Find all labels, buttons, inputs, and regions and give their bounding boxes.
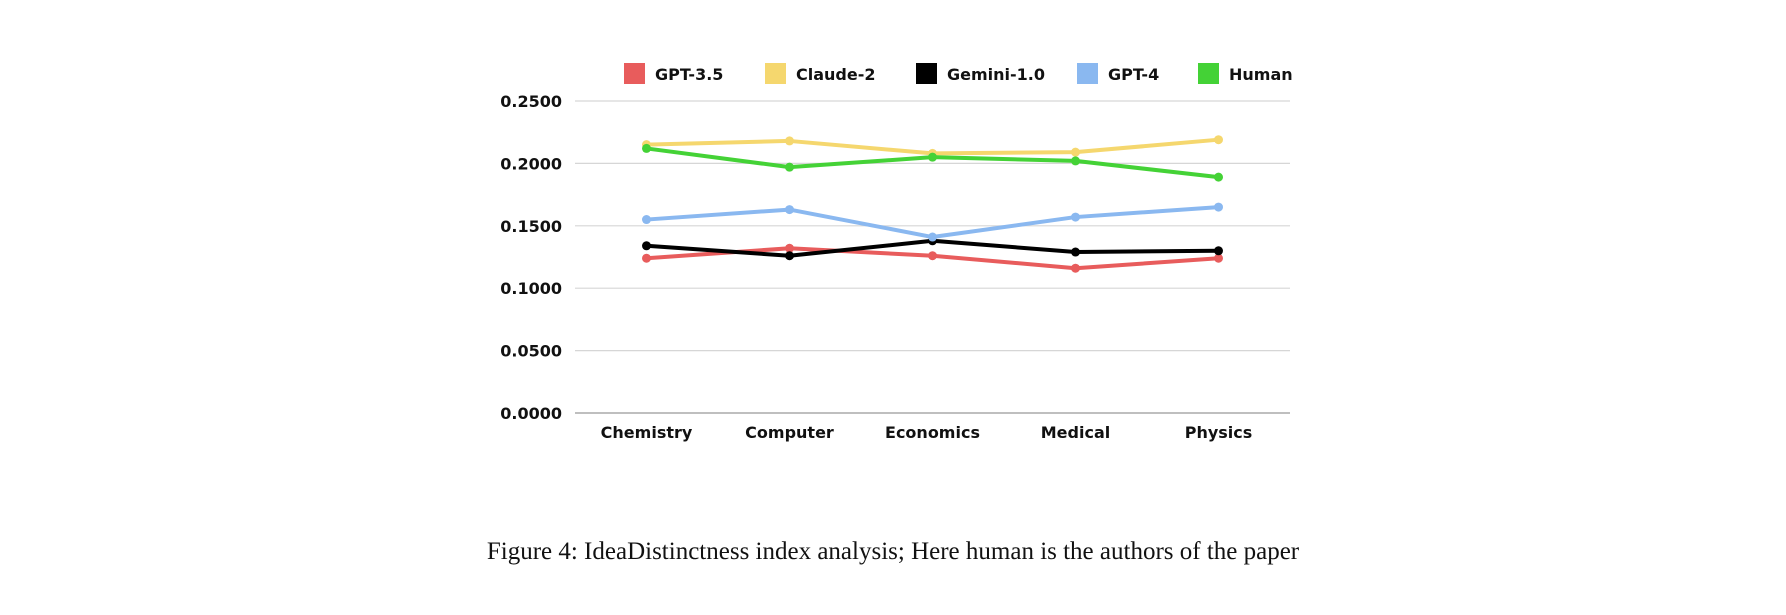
y-tick-label: 0.2000 <box>500 154 562 173</box>
data-point <box>1071 247 1080 257</box>
gridlines <box>575 100 1290 414</box>
series-lines <box>642 135 1223 273</box>
x-tick-label: Medical <box>1041 423 1110 442</box>
legend-swatch <box>1077 63 1098 84</box>
series-human <box>642 143 1223 182</box>
data-point <box>785 162 794 172</box>
legend-swatch <box>765 63 786 84</box>
data-point <box>1071 147 1080 157</box>
legend-item: Human <box>1198 63 1293 84</box>
y-tick-label: 0.1500 <box>500 217 562 236</box>
data-point <box>928 251 937 261</box>
data-point <box>642 253 651 263</box>
data-point <box>642 241 651 251</box>
data-point <box>642 143 651 153</box>
series-gpt-4 <box>642 202 1223 242</box>
y-tick-label: 0.2500 <box>500 92 562 111</box>
legend-item: Claude-2 <box>765 63 876 84</box>
data-point <box>1071 263 1080 273</box>
series-gpt-3-5 <box>642 243 1223 273</box>
data-point <box>785 136 794 146</box>
legend-swatch <box>916 63 937 84</box>
data-point <box>1214 135 1223 145</box>
legend-item: GPT-4 <box>1077 63 1159 84</box>
data-point <box>1214 172 1223 182</box>
legend: GPT-3.5 Claude-2 Gemini-1.0 GPT-4 Human <box>624 63 1293 84</box>
legend-label: GPT-3.5 <box>655 65 723 84</box>
legend-label: GPT-4 <box>1108 65 1159 84</box>
x-tick-label: Economics <box>885 423 980 442</box>
y-axis: 0.0000 0.0500 0.1000 0.1500 0.2000 0.2500 <box>500 92 562 423</box>
data-point <box>1071 156 1080 166</box>
data-point <box>1214 253 1223 263</box>
data-point <box>1214 202 1223 212</box>
legend-item: Gemini-1.0 <box>916 63 1045 84</box>
legend-swatch <box>624 63 645 84</box>
data-point <box>642 215 651 225</box>
x-tick-label: Chemistry <box>601 423 693 442</box>
y-tick-label: 0.0000 <box>500 404 562 423</box>
legend-label: Claude-2 <box>796 65 876 84</box>
data-point <box>1071 212 1080 222</box>
legend-swatch <box>1198 63 1219 84</box>
line-chart: 0.0000 0.0500 0.1000 0.1500 0.2000 0.2500 Che… <box>500 63 1293 442</box>
x-axis: Chemistry Computer Economics Medical Physics <box>601 423 1253 442</box>
y-tick-label: 0.0500 <box>500 342 562 361</box>
data-point <box>785 251 794 261</box>
y-tick-label: 0.1000 <box>500 279 562 298</box>
figure-caption: Figure 4: IdeaDistinctness index analysi… <box>486 538 1300 565</box>
legend-item: GPT-3.5 <box>624 63 723 84</box>
legend-label: Human <box>1229 65 1293 84</box>
data-point <box>928 152 937 162</box>
data-point <box>928 232 937 242</box>
data-point <box>1214 246 1223 256</box>
data-point <box>785 205 794 215</box>
data-point <box>785 243 794 253</box>
x-tick-label: Physics <box>1185 423 1253 442</box>
legend-label: Gemini-1.0 <box>947 65 1045 84</box>
x-tick-label: Computer <box>745 423 834 442</box>
